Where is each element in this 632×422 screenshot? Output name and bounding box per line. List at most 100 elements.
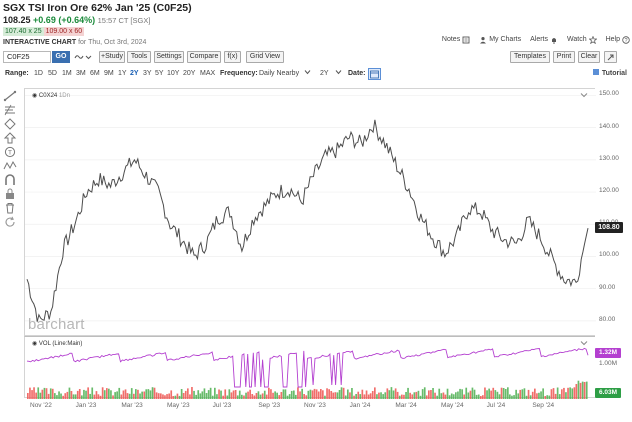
range-3y[interactable]: 3Y: [143, 70, 152, 77]
compare-button[interactable]: Compare: [187, 51, 221, 63]
volume-bar: [307, 390, 310, 399]
volume-bar: [322, 390, 324, 399]
text-icon[interactable]: T: [3, 146, 17, 158]
volume-bar: [216, 394, 218, 399]
volume-bar: [120, 394, 123, 399]
y-tick-label: 150.00: [599, 90, 619, 98]
volume-bar: [444, 394, 447, 399]
price-line: [26, 119, 589, 322]
arrow-up-icon[interactable]: [3, 132, 17, 144]
function-button[interactable]: f(x): [224, 51, 241, 63]
legend-eye-icon[interactable]: ◉: [32, 93, 39, 99]
volume-bar: [313, 388, 316, 399]
notes-icon: [462, 36, 470, 44]
help-link[interactable]: Help ?: [606, 35, 630, 45]
line-style-icon[interactable]: [74, 52, 84, 62]
range-1y[interactable]: 1Y: [118, 70, 127, 77]
volume-bar: [349, 392, 351, 399]
pattern-icon[interactable]: [3, 160, 17, 172]
volume-bar: [558, 394, 561, 399]
volume-bar: [238, 390, 241, 399]
settings-button[interactable]: Settings: [154, 51, 184, 63]
grid-view-button[interactable]: Grid View: [246, 51, 284, 63]
chevron-down-icon[interactable]: [85, 53, 92, 61]
range-6m[interactable]: 6M: [90, 70, 100, 77]
volume-bar: [207, 390, 210, 399]
volume-bar: [261, 393, 264, 399]
volume-bar: [405, 392, 407, 399]
shape-icon[interactable]: [3, 118, 17, 130]
range-3m[interactable]: 3M: [76, 70, 86, 77]
volume-menu-chevron-icon[interactable]: [580, 340, 588, 346]
reset-icon[interactable]: [3, 216, 17, 228]
magnet-icon[interactable]: [3, 174, 17, 186]
volume-bar: [29, 387, 31, 399]
range-1d[interactable]: 1D: [34, 70, 43, 77]
range-20y[interactable]: 20Y: [183, 70, 196, 77]
volume-bar: [297, 387, 299, 399]
range-5y[interactable]: 5Y: [155, 70, 164, 77]
volume-bar: [500, 387, 503, 399]
price-chart[interactable]: ◉ C0X24 1Dn: [24, 88, 596, 336]
volume-bar: [334, 392, 337, 399]
volume-bar: [413, 392, 416, 399]
volume-bar: [197, 390, 200, 399]
volume-bar: [326, 388, 328, 399]
volume-panel[interactable]: ◉ VOL (Line:Main): [24, 336, 595, 399]
range-5d[interactable]: 5D: [48, 70, 57, 77]
bid-ask: 107.40 x 25 109.00 x 60: [3, 27, 85, 36]
interactive-chart-label: INTERACTIVE CHART: [3, 39, 77, 46]
fibonacci-icon[interactable]: [3, 104, 17, 116]
range-1m[interactable]: 1M: [62, 70, 72, 77]
volume-bar: [193, 390, 195, 399]
tools-button[interactable]: Tools: [127, 51, 151, 63]
range-max[interactable]: MAX: [200, 70, 216, 77]
volume-bar: [519, 389, 522, 399]
volume-bar: [585, 381, 588, 399]
go-button[interactable]: GO: [52, 51, 70, 63]
volume-bar: [137, 389, 139, 399]
symbol-input[interactable]: C0F25: [3, 51, 51, 63]
volume-bar: [469, 390, 472, 399]
volume-bar: [581, 381, 584, 399]
volume-bar: [299, 391, 301, 399]
clear-button[interactable]: Clear: [578, 51, 600, 63]
panel-menu-chevron-icon[interactable]: [580, 92, 588, 98]
range-2y[interactable]: 2Y: [130, 70, 139, 77]
volume-bar: [342, 387, 345, 399]
volume-bar: [419, 395, 422, 399]
print-button[interactable]: Print: [553, 51, 575, 63]
tutorial-link[interactable]: Tutorial: [592, 68, 627, 80]
range-9m[interactable]: 9M: [104, 70, 114, 77]
expand-button[interactable]: [604, 51, 617, 63]
volume-bar: [328, 389, 330, 399]
alerts-link[interactable]: Alerts: [530, 35, 558, 45]
volume-eye-icon[interactable]: ◉: [32, 341, 39, 347]
volume-bar: [411, 394, 414, 399]
trendline-icon[interactable]: [3, 90, 17, 102]
volume-bar: [529, 395, 532, 399]
volume-bar: [457, 391, 459, 399]
volume-bar: [72, 394, 75, 399]
volume-bar: [141, 391, 143, 399]
volume-bar: [245, 392, 247, 399]
lock-icon[interactable]: [3, 188, 17, 200]
templates-button[interactable]: Templates: [510, 51, 550, 63]
y-tick-label: 130.00: [599, 154, 619, 162]
volume-bar: [396, 391, 399, 399]
volume-bar: [403, 394, 405, 399]
period-select[interactable]: 2Y: [320, 68, 342, 80]
volume-bar: [232, 390, 235, 399]
trash-icon[interactable]: [3, 202, 17, 214]
volume-bar: [199, 393, 202, 399]
notes-link[interactable]: Notes: [442, 35, 470, 45]
watch-link[interactable]: Watch: [567, 35, 597, 45]
frequency-select[interactable]: Daily Nearby: [259, 68, 311, 80]
my-charts-link[interactable]: My Charts: [479, 35, 521, 45]
add-study-button[interactable]: +Study: [99, 51, 125, 63]
calendar-button[interactable]: [368, 68, 381, 80]
range-10y[interactable]: 10Y: [167, 70, 180, 77]
volume-bar: [106, 388, 108, 399]
volume-bar: [324, 395, 326, 399]
volume-bar: [209, 387, 212, 399]
